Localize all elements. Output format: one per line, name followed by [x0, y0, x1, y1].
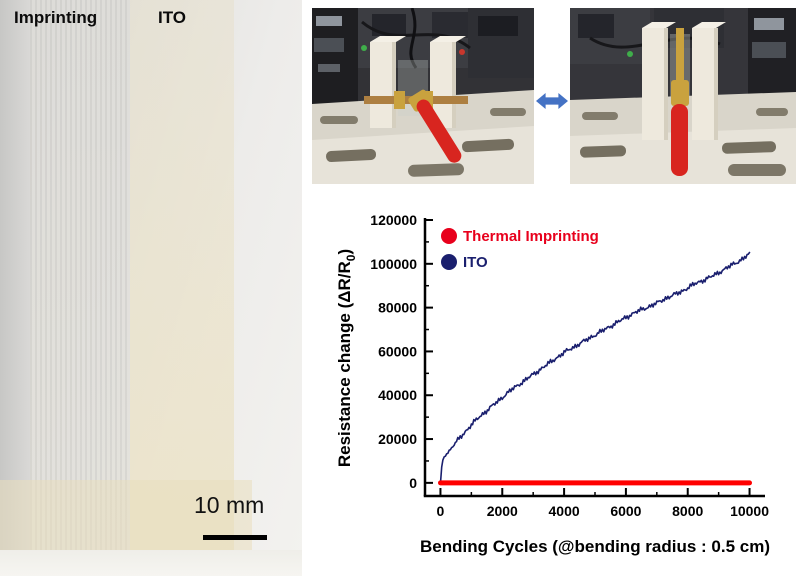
red-handle: [671, 104, 688, 176]
svg-text:2000: 2000: [487, 503, 518, 519]
svg-text:ITO: ITO: [463, 254, 488, 271]
bending-apparatus-photos: [312, 8, 800, 184]
resistance-chart: 0 2000 4000 6000 8000 10000 0 20000 40000 60000 80…: [330, 198, 800, 576]
svg-text:10000: 10000: [730, 503, 769, 519]
svg-text:60000: 60000: [378, 343, 417, 359]
svg-text:Thermal Imprinting: Thermal Imprinting: [463, 228, 599, 245]
left-fixture: [642, 22, 676, 140]
svg-text:80000: 80000: [378, 300, 417, 316]
sample-photo: Imprinting ITO 10 mm: [0, 0, 302, 576]
scale-bar-line: [203, 535, 267, 540]
svg-text:8000: 8000: [672, 503, 703, 519]
bending-photo-flat: [312, 8, 534, 184]
right-fixture: [692, 22, 726, 140]
svg-text:40000: 40000: [378, 387, 417, 403]
svg-text:20000: 20000: [378, 431, 417, 447]
svg-text:6000: 6000: [610, 503, 641, 519]
red-handle: [408, 89, 462, 163]
svg-text:0: 0: [409, 475, 417, 491]
double-arrow: [536, 88, 568, 114]
label-ito: ITO: [158, 8, 187, 27]
svg-text:0: 0: [437, 503, 445, 519]
label-imprinting: Imprinting: [14, 8, 98, 27]
scale-bar-text: 10 mm: [194, 492, 265, 518]
svg-text:4000: 4000: [549, 503, 580, 519]
bending-photo-bent: [570, 8, 796, 184]
svg-text:100000: 100000: [370, 256, 417, 272]
double-arrow-shape: [536, 93, 568, 109]
left-fixture: [370, 36, 406, 128]
photo-bottom-edge: [0, 550, 302, 576]
svg-text:Bending Cycles (@bending radiu: Bending Cycles (@bending radius : 0.5 cm…: [420, 537, 770, 556]
svg-text:Resistance change (ΔR/R0): Resistance change (ΔR/R0): [335, 249, 358, 467]
svg-text:120000: 120000: [370, 212, 417, 228]
